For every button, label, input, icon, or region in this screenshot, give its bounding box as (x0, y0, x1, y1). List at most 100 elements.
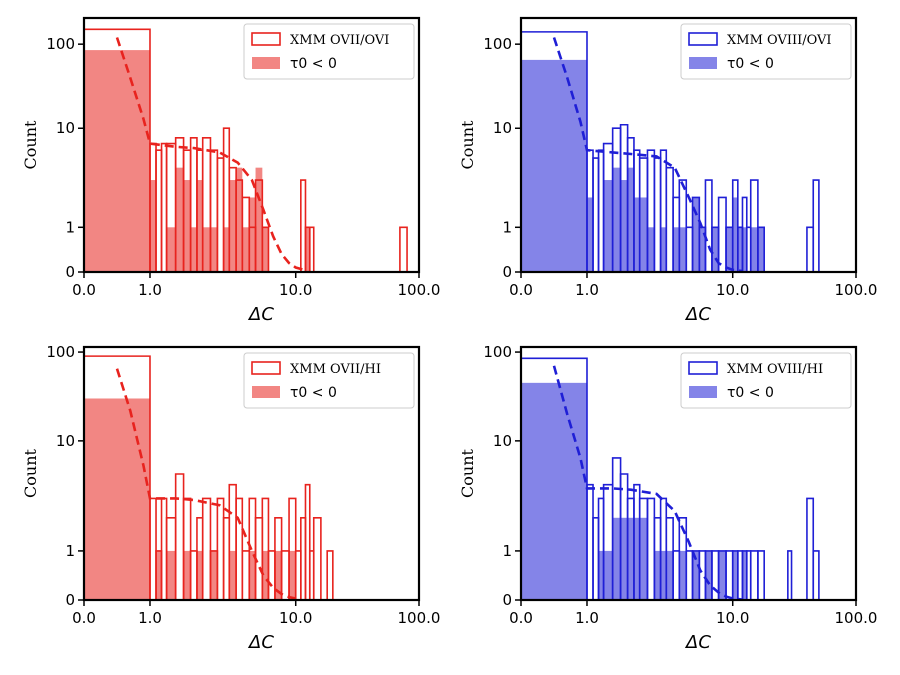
legend-label-filled: τ0 < 0 (290, 56, 337, 72)
step-bar (685, 226, 694, 272)
y-tick-label: 1 (502, 218, 512, 236)
step-bar (254, 179, 264, 272)
x-tick-label: 0.0 (509, 609, 533, 627)
filled-bar (262, 550, 269, 600)
legend-label-step: XMM OVIII/OVI (727, 33, 832, 48)
filled-bar (166, 550, 176, 600)
filled-bar (666, 550, 674, 600)
y-tick-label: 0 (502, 263, 512, 281)
x-tick-label: 0.0 (72, 281, 96, 299)
y-tick-label: 1 (65, 218, 75, 236)
legend-box (680, 23, 852, 80)
filled-bar (183, 180, 191, 272)
filled-bar (196, 550, 203, 600)
legend-filled-swatch (252, 386, 280, 398)
filled-bar (196, 180, 203, 272)
x-tick-label: 1.0 (575, 281, 599, 299)
legend-filled-swatch (252, 57, 280, 69)
legend-filled-swatch (689, 57, 717, 69)
axes-frame (519, 345, 858, 602)
x-tick-label: 10.0 (716, 609, 749, 627)
step-bar (201, 497, 212, 600)
filled-bar (660, 227, 667, 272)
filled-bar (750, 227, 758, 272)
legend-box (243, 23, 415, 80)
filled-bar (190, 227, 197, 272)
step-bar (222, 516, 231, 600)
step-bar (592, 516, 600, 600)
step-bar (300, 179, 307, 272)
legend-label-filled: τ0 < 0 (290, 385, 337, 401)
filled-bar (742, 550, 747, 600)
filled-bar (732, 197, 738, 272)
axes-frame (82, 16, 421, 274)
step-bar (149, 497, 157, 600)
legend-label-filled: τ0 < 0 (727, 56, 774, 72)
axes-frame (519, 16, 858, 274)
y-tick-label: 100 (483, 343, 512, 361)
x-tick-label: 100.0 (398, 609, 441, 627)
filled-bar (603, 550, 613, 600)
step-bar (586, 483, 594, 600)
filled-bar (229, 550, 237, 600)
filled-bar (175, 167, 184, 272)
filled-bar (692, 197, 700, 272)
filled-bar (612, 167, 621, 272)
filled-bar (647, 227, 655, 272)
step-bar (757, 550, 765, 600)
filled-bar (255, 167, 263, 272)
filled-bar (633, 197, 640, 272)
filled-bar (627, 517, 634, 600)
step-bar (216, 157, 225, 272)
step-bar (698, 550, 707, 600)
y-tick-label: 10 (56, 119, 75, 137)
legend-step-swatch (688, 361, 718, 375)
filled-bar (223, 227, 230, 272)
fit-curve (115, 37, 306, 272)
filled-bar (732, 550, 738, 600)
step-bar (665, 166, 674, 272)
filled-bar (627, 167, 634, 272)
fit-curve (552, 365, 743, 601)
filled-bar (202, 227, 211, 272)
step-bar (592, 157, 600, 272)
filled-bar (598, 550, 604, 600)
x-tick-label: 100.0 (835, 281, 878, 299)
step-bar (725, 550, 734, 600)
legend-label-filled: τ0 < 0 (727, 385, 774, 401)
filled-bar (612, 517, 621, 600)
filled-bar (603, 180, 613, 272)
x-tick-label: 10.0 (279, 609, 312, 627)
chart-top-right: 0.0 1.0 10.0 100.0 0 1 10 100 Count ΔC XMM OVIII/O… (458, 16, 878, 325)
step-bar (304, 483, 311, 600)
filled-bar (726, 227, 733, 272)
filled-bar (249, 550, 256, 600)
y-tick-label: 100 (483, 35, 512, 53)
filled-bar (737, 227, 743, 272)
chart-bottom-left: 0.0 1.0 10.0 100.0 0 1 10 100 Count ΔC XMM OVII/HI… (21, 343, 440, 653)
step-bar (731, 179, 739, 272)
filled-bar (660, 550, 667, 600)
x-tick-label: 0.0 (509, 281, 533, 299)
step-bar (280, 550, 290, 600)
filled-bar (84, 398, 150, 600)
step-bar (812, 179, 820, 272)
filled-bar (673, 227, 680, 272)
legend-label-step: XMM OVIII/HI (727, 362, 823, 377)
y-tick-label: 0 (65, 591, 75, 609)
step-bar (685, 550, 694, 600)
y-tick-label: 0 (65, 263, 75, 281)
filled-bar (742, 227, 747, 272)
filled-bar (521, 59, 587, 273)
filled-bar (679, 227, 687, 272)
filled-bar (183, 550, 191, 600)
legend-filled-swatch (689, 386, 717, 398)
filled-bar (639, 197, 648, 272)
filled-bar (654, 550, 661, 600)
filled-bar (705, 550, 712, 600)
legend-step-swatch (688, 32, 718, 46)
step-bar (261, 497, 270, 600)
filled-bar (236, 167, 243, 272)
legend-label-step: XMM OVII/OVI (290, 33, 389, 48)
